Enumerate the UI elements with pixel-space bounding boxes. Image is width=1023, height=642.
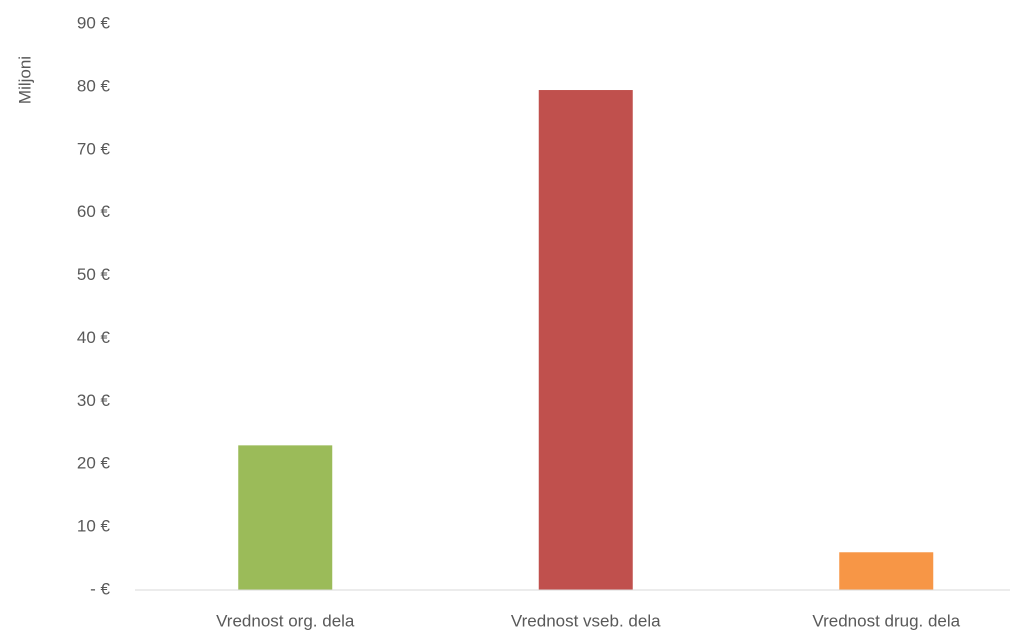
y-tick-label: 50 €: [77, 265, 111, 284]
bar: [839, 552, 934, 590]
x-tick-label: Vrednost drug. dela: [812, 611, 960, 630]
y-axis-label: Miljoni: [15, 56, 34, 104]
y-tick-label: 70 €: [77, 139, 111, 158]
x-tick-label: Vrednost org. dela: [216, 611, 355, 630]
y-tick-label: 30 €: [77, 391, 111, 410]
y-tick-label: 60 €: [77, 202, 111, 221]
y-tick-label: 90 €: [77, 13, 111, 32]
y-tick-label: 40 €: [77, 328, 111, 347]
y-tick-label: 80 €: [77, 76, 111, 95]
x-tick-label: Vrednost vseb. dela: [511, 611, 661, 630]
bar: [538, 90, 633, 591]
bar: [238, 445, 333, 590]
y-tick-label: 10 €: [77, 517, 111, 536]
y-tick-label: - €: [90, 579, 110, 598]
y-tick-label: 20 €: [77, 454, 111, 473]
